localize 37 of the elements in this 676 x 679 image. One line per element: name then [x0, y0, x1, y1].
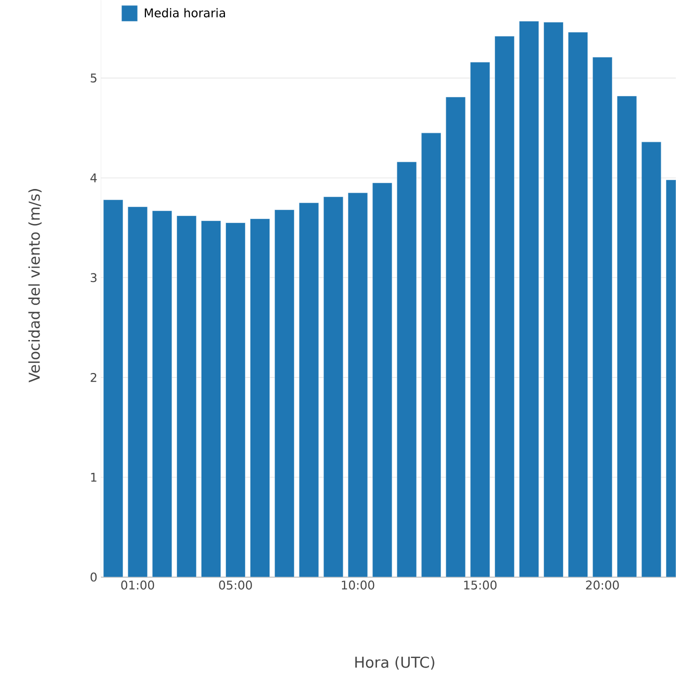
- bar: [543, 22, 564, 578]
- y-tick-label: 2: [90, 372, 96, 382]
- x-axis-title: Hora (UTC): [355, 656, 434, 670]
- bar: [592, 56, 612, 578]
- bar: [348, 192, 368, 578]
- x-tick-label: 01:00: [121, 580, 154, 590]
- bar: [250, 218, 270, 578]
- bar: [616, 96, 637, 578]
- bar: [274, 210, 294, 578]
- x-tick-label: 15:00: [464, 580, 496, 590]
- y-tick-label: 3: [90, 273, 96, 282]
- bar: [470, 62, 490, 578]
- bar: [519, 21, 539, 578]
- bar: [446, 96, 466, 578]
- bar: [176, 216, 196, 578]
- y-tick-label: 0: [90, 572, 97, 582]
- x-tick-label: 20:00: [586, 580, 619, 590]
- bar: [152, 210, 172, 578]
- bar: [225, 222, 246, 578]
- bar: [103, 200, 124, 578]
- y-tick-label: 1: [91, 472, 96, 482]
- bar: [421, 132, 442, 578]
- y-tick-label: 4: [90, 173, 97, 182]
- y-axis-title: Velocidad del viento (m/s): [28, 189, 42, 382]
- x-tick-label: 05:00: [218, 580, 252, 590]
- legend-label: Media horaria: [144, 8, 225, 18]
- bar: [323, 196, 344, 578]
- bar: [641, 142, 662, 578]
- bar: [396, 162, 417, 578]
- bar: [568, 32, 588, 578]
- bar: [298, 202, 319, 578]
- y-tick-label: 5: [90, 74, 96, 82]
- bar: [201, 220, 221, 578]
- x-tick-label: 10:00: [342, 580, 374, 590]
- bar: [372, 182, 392, 578]
- bar: [494, 36, 514, 578]
- bar: [128, 206, 148, 578]
